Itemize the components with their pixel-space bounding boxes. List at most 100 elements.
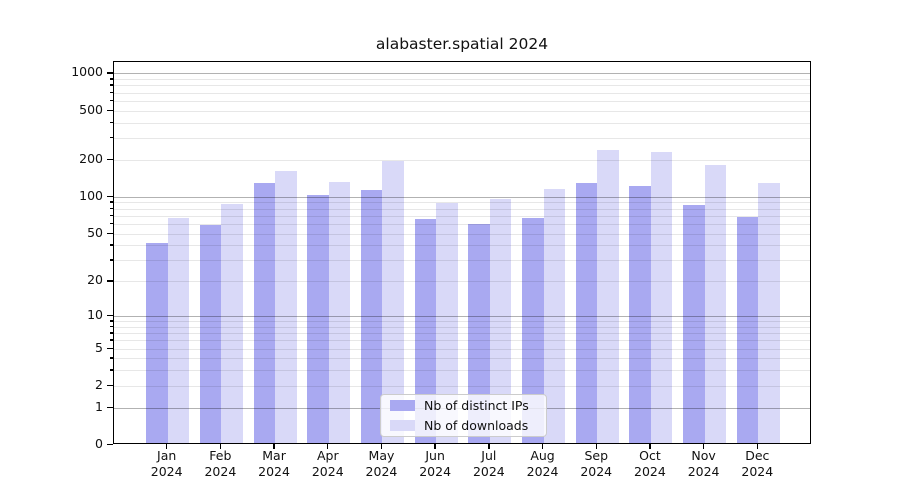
legend-swatch-distinct-ips [390,400,415,411]
x-label-year: 2024 [204,463,237,479]
bar-distinct-ips-jul [468,223,490,443]
y-minor-tick-300 [109,137,113,139]
x-label-month: Feb [209,448,232,463]
y-gridline-minor-900 [114,79,810,81]
y-minor-tick-60 [109,222,113,225]
x-label-year: 2024 [472,463,505,479]
y-gridline-minor-200 [114,159,810,161]
y-minor-tick-400 [109,121,113,124]
bar-distinct-ips-aug [522,217,544,443]
x-label-year: 2024 [526,463,559,479]
y-minor-tick-40 [109,244,113,246]
bar-distinct-ips-mar [253,182,276,443]
y-minor-tick-800 [109,84,113,86]
x-label-month: Nov [691,448,716,463]
y-gridline-minor-700 [114,92,810,94]
y-gridline-minor-500 [114,110,810,112]
y-minor-tick-600 [109,99,113,102]
y-minor-tick-90 [109,201,113,203]
y-tick-1000 [107,72,113,74]
x-tick-label-oct: Oct 2024 [618,448,682,479]
x-tick-feb [219,444,222,449]
x-label-month: Jun [425,448,445,463]
chart-title: alabaster.spatial 2024 [375,35,549,53]
bar-distinct-ips-nov [683,205,705,443]
legend-label-downloads: Nb of downloads [424,418,529,433]
x-tick-label-sep: Sep 2024 [564,448,628,479]
y-tick-200 [107,158,113,161]
x-tick-aug [541,444,544,449]
x-label-month: Jul [481,448,497,463]
y-minor-tick-700 [109,91,113,94]
bar-distinct-ips-jun [414,218,437,443]
x-tick-jun [434,444,436,449]
y-minor-tick-8 [109,325,113,328]
bar-downloads-nov [704,164,727,443]
x-tick-label-aug: Aug 2024 [511,448,575,479]
x-tick-label-jun: Jun 2024 [403,448,467,479]
bar-downloads-aug [543,188,565,443]
y-tick-5 [107,347,113,350]
y-tick-label-20: 20 [87,272,103,288]
x-label-month: Dec [745,448,770,463]
legend-item-downloads: Nb of downloads [390,418,537,433]
x-label-year: 2024 [687,463,720,479]
bar-downloads-sep [597,149,619,443]
y-minor-tick-6 [109,339,113,341]
x-tick-label-jul: Jul 2024 [457,448,521,479]
y-tick-20 [107,280,113,282]
x-label-year: 2024 [419,463,452,479]
y-tick-label-100: 100 [79,187,103,203]
x-tick-oct [649,444,651,449]
bar-downloads-apr [328,182,351,443]
x-tick-label-dec: Dec 2024 [725,448,789,479]
x-label-month: Apr [316,448,339,463]
y-minor-tick-3 [109,369,113,371]
x-tick-label-feb: Feb 2024 [188,448,252,479]
y-gridline-major-1000 [114,73,810,75]
x-tick-jul [488,444,490,449]
x-tick-label-may: May 2024 [349,448,413,479]
x-tick-label-jan: Jan 2024 [135,448,199,479]
x-label-year: 2024 [258,463,290,479]
legend: Nb of distinct IPs Nb of downloads [380,394,547,437]
bar-distinct-ips-dec [736,216,759,443]
y-tick-100 [107,195,113,198]
bar-downloads-feb [221,204,243,443]
y-minor-tick-70 [109,214,113,217]
y-gridline-minor-300 [114,138,810,140]
y-minor-tick-9 [109,320,113,322]
x-tick-may [380,444,383,449]
bar-distinct-ips-feb [199,224,222,443]
x-label-year: 2024 [741,463,774,479]
y-tick-label-1: 1 [95,398,103,414]
bar-downloads-may [382,161,404,443]
y-minor-tick-4 [109,357,113,359]
legend-label-distinct-ips: Nb of distinct IPs [424,398,529,413]
y-minor-tick-30 [109,259,113,261]
x-label-year: 2024 [311,463,344,479]
y-tick-500 [107,109,113,112]
x-label-year: 2024 [580,463,613,479]
x-tick-apr [327,444,329,449]
bar-distinct-ips-sep [575,182,598,443]
x-label-month: May [368,448,395,463]
y-gridline-minor-400 [114,122,810,124]
legend-swatch-downloads [390,420,415,431]
x-label-month: Sep [584,448,608,463]
y-tick-50 [107,232,113,234]
bar-downloads-jan [167,217,190,443]
y-tick-label-1000: 1000 [71,64,103,80]
x-label-month: Mar [262,448,286,463]
y-gridline-minor-600 [114,100,810,102]
x-label-year: 2024 [634,463,666,479]
y-tick-label-200: 200 [79,150,103,166]
x-tick-label-nov: Nov 2024 [672,448,736,479]
x-tick-dec [756,444,758,449]
bar-downloads-jul [489,198,512,443]
x-label-month: Aug [530,448,555,463]
y-minor-tick-80 [109,207,113,210]
bar-distinct-ips-apr [307,195,329,443]
bar-downloads-oct [650,152,673,443]
y-tick-label-50: 50 [87,224,103,240]
